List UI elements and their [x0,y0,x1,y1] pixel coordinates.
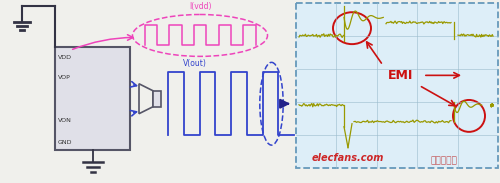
Text: I(vdd): I(vdd) [189,3,211,12]
Text: VOP: VOP [58,75,71,80]
Text: GND: GND [58,140,72,145]
Text: elecfans.com: elecfans.com [312,153,384,163]
Text: EMI: EMI [388,69,413,82]
Bar [55,47,130,150]
Text: 电子发烧友: 电子发烧友 [430,156,458,165]
Text: V(out): V(out) [183,59,207,68]
Text: VON: VON [58,118,72,123]
Bar [153,91,161,107]
Text: VDD: VDD [58,55,72,60]
FancyBboxPatch shape [296,3,498,168]
